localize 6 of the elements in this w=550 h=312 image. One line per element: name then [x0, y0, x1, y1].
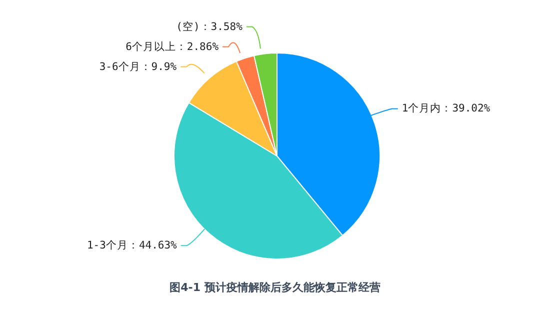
- text: 图4-1 预计疫情解除后多久能恢复正常经营: [168, 280, 382, 295]
- slice-label: (空)：3.58%: [176, 20, 244, 33]
- slice-label: 3-6个月：9.9%: [99, 60, 178, 73]
- slice-label: 6个月以上：2.86%: [126, 40, 220, 53]
- slice-label: 1个月内：39.02%: [402, 102, 491, 115]
- slice-label: 1-3个月：44.63%: [86, 240, 178, 252]
